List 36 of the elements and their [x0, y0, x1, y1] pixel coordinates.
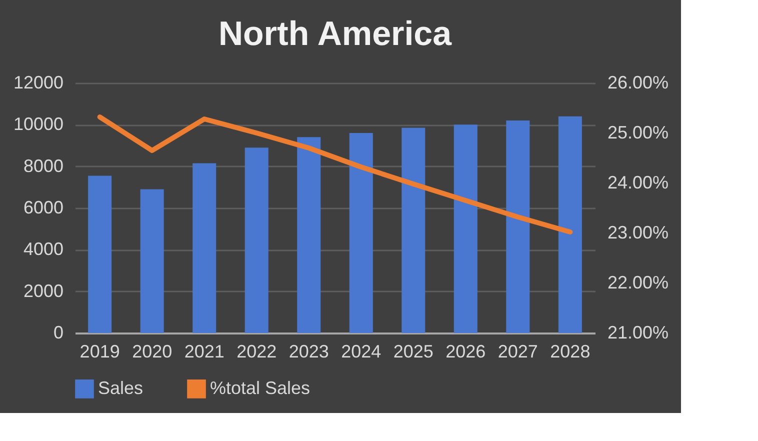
- y2-tick-label: 22.00%: [608, 272, 669, 292]
- x-tick-label: 2021: [184, 342, 224, 362]
- y-tick-label: 12000: [13, 72, 64, 92]
- y-tick-label: 0: [53, 322, 64, 342]
- x-tick-label: 2025: [393, 342, 434, 362]
- bar: [140, 189, 164, 333]
- chart-title: North America: [218, 15, 453, 53]
- x-tick-label: 2024: [341, 342, 382, 362]
- x-tick-label: 2023: [288, 342, 329, 362]
- x-tick-label: 2027: [498, 342, 538, 362]
- y2-tick-label: 23.00%: [608, 222, 669, 242]
- bar: [558, 116, 582, 333]
- legend-label: Sales: [98, 378, 144, 398]
- legend-label: %total Sales: [210, 378, 310, 398]
- x-tick-label: 2028: [550, 342, 590, 362]
- x-tick-label: 2019: [80, 342, 120, 362]
- bar: [88, 176, 112, 333]
- x-tick-label: 2020: [132, 342, 172, 362]
- y2-tick-label: 25.00%: [608, 122, 669, 142]
- y-tick-label: 2000: [23, 280, 64, 301]
- bar: [192, 163, 216, 333]
- bar: [506, 120, 530, 333]
- x-tick-label: 2026: [446, 342, 486, 362]
- y-tick-label: 6000: [23, 198, 64, 218]
- y-tick-label: 4000: [23, 239, 64, 260]
- bar: [402, 128, 426, 333]
- y-tick-label: 8000: [23, 156, 64, 176]
- y-tick-label: 10000: [13, 114, 64, 134]
- y2-tick-label: 24.00%: [608, 172, 669, 192]
- bar: [244, 148, 268, 333]
- bar: [297, 137, 321, 333]
- y2-tick-label: 26.00%: [608, 72, 669, 92]
- bar: [454, 124, 478, 333]
- x-tick-label: 2022: [236, 342, 277, 362]
- bar: [349, 133, 373, 333]
- y2-tick-label: 21.00%: [608, 322, 669, 342]
